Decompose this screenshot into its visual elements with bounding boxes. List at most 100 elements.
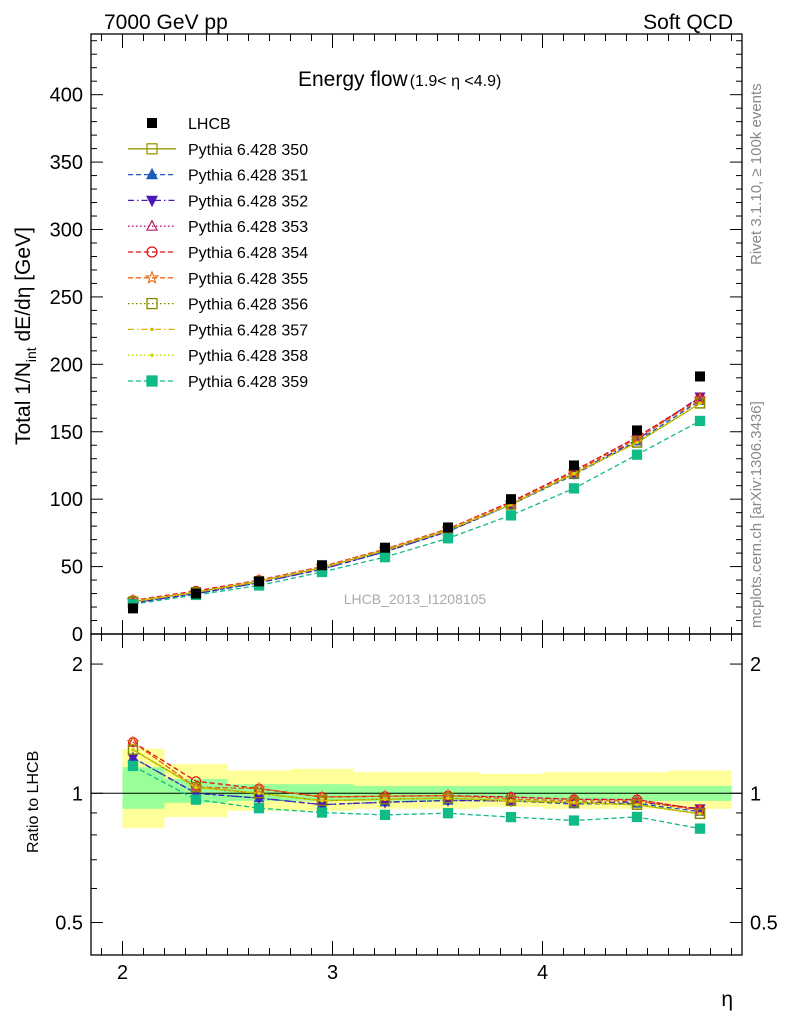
y-tick-label: 300 <box>50 220 83 242</box>
series-point <box>572 471 576 476</box>
ratio-point <box>572 800 576 805</box>
ratio-point <box>316 807 328 818</box>
ratio-point <box>253 803 265 814</box>
data-point <box>506 494 516 505</box>
legend-entry-1: Pythia 6.428 350 <box>128 142 308 159</box>
series-line <box>132 397 701 601</box>
legend-entry-3: Pythia 6.428 352 <box>128 193 308 210</box>
ratio-point <box>442 808 454 819</box>
ratio-point <box>127 760 139 772</box>
ratio-point <box>694 808 706 820</box>
data-series <box>128 371 705 614</box>
series-line <box>132 402 701 603</box>
y-tick-label: 50 <box>61 557 83 579</box>
legend-label: Pythia 6.428 352 <box>188 193 308 210</box>
legend-marker <box>144 270 160 284</box>
ratio-axis-label: Ratio to LHCB <box>25 751 42 853</box>
data-point <box>695 371 705 382</box>
series-7 <box>127 398 706 820</box>
ratio-point <box>631 799 643 810</box>
series-point <box>568 483 580 494</box>
legend-marker <box>146 246 158 258</box>
legend-label: Pythia 6.428 354 <box>188 245 308 262</box>
y-tick-label: 350 <box>50 152 83 174</box>
legend-data-label: LHCB <box>188 116 231 133</box>
legend-label: Pythia 6.428 350 <box>188 142 308 159</box>
series-point <box>631 449 643 460</box>
legend-data-marker <box>147 118 157 128</box>
series-point <box>442 533 454 544</box>
data-point <box>443 522 453 533</box>
ratio-point <box>446 796 450 800</box>
legend-label: Pythia 6.428 356 <box>188 297 308 314</box>
series-line <box>132 397 701 601</box>
x-axis-label: η <box>721 988 733 1011</box>
y-tick-label: 200 <box>50 354 83 376</box>
series-line <box>132 400 701 604</box>
data-point <box>317 560 327 571</box>
series-line <box>132 402 701 603</box>
series-9 <box>131 401 702 816</box>
y-axis-label: Total 1/Nint dE/dη [GeV] <box>12 227 39 445</box>
series-line <box>132 402 701 603</box>
data-point <box>191 588 201 599</box>
ratio-point <box>194 785 198 790</box>
legend-label: Pythia 6.428 358 <box>188 348 308 365</box>
legend-marker <box>146 219 158 231</box>
ratio-point <box>190 794 202 805</box>
series-point <box>631 437 643 448</box>
legend-label: Pythia 6.428 351 <box>188 168 308 185</box>
y-axis-label-main: Total 1/N <box>12 362 35 445</box>
ratio-tick-label: 0.5 <box>55 912 83 934</box>
legend-entry-7: Pythia 6.428 356 <box>128 297 308 314</box>
chart-title-main: Energy flow <box>298 68 409 91</box>
legend-marker <box>150 353 154 358</box>
header-energy-label: 7000 GeV pp <box>104 11 228 34</box>
y-tick-label: 150 <box>50 422 83 444</box>
legend-label: Pythia 6.428 355 <box>188 271 308 288</box>
y-axis-label-tail: dE/dη [GeV] <box>12 227 35 347</box>
ratio-y-axis: 0.5 0.5 1 1 2 2 <box>55 654 778 934</box>
rivet-version-label: Rivet 3.1.10, ≥ 100k events <box>748 83 765 265</box>
series-line <box>132 398 701 601</box>
legend-entry-2: Pythia 6.428 351 <box>128 168 308 185</box>
y-tick-label: 250 <box>50 287 83 309</box>
legend: LHCB Pythia 6.428 350 Pythia 6.428 351 Pyth… <box>128 116 308 391</box>
ratio-point <box>631 811 643 823</box>
series-point <box>379 551 391 563</box>
main-panel <box>91 371 742 834</box>
x-tick-label: 4 <box>537 962 548 984</box>
ratio-line <box>132 741 701 812</box>
series-line <box>132 402 701 603</box>
x-tick-label: 3 <box>327 962 338 984</box>
data-point <box>254 576 264 587</box>
chart-title: Energy flow (1.9< η <4.9) <box>298 68 501 91</box>
series-line <box>132 420 701 605</box>
ratio-point <box>568 815 580 826</box>
legend-entry-10: Pythia 6.428 359 <box>128 374 308 391</box>
legend-marker <box>146 375 158 387</box>
ratio-point <box>505 811 517 823</box>
legend-entry-6: Pythia 6.428 355 <box>128 270 308 288</box>
legend-entry-8: Pythia 6.428 357 <box>128 322 308 339</box>
ratio-point <box>694 823 706 834</box>
x-axis: 2 3 4 <box>101 34 732 984</box>
legend-label: Pythia 6.428 359 <box>188 374 308 391</box>
mcplots-label: mcplots.cern.ch [arXiv:1306.3436] <box>748 401 765 628</box>
ratio-line <box>132 741 701 811</box>
series-point <box>635 440 639 445</box>
ratio-tick-label-right: 1 <box>750 783 761 805</box>
ratio-line <box>132 749 701 815</box>
ratio-tick-label: 1 <box>72 783 83 805</box>
series-point <box>694 398 706 409</box>
ratio-line <box>132 765 701 830</box>
ratio-point <box>383 797 387 802</box>
data-point <box>380 542 390 553</box>
ratio-line <box>132 757 701 813</box>
ratio-point <box>379 809 391 821</box>
legend-entry-4: Pythia 6.428 353 <box>128 219 308 236</box>
legend-label: Pythia 6.428 357 <box>188 322 308 339</box>
legend-marker <box>146 297 158 310</box>
ratio-point <box>252 781 266 795</box>
y-axis-label-sub: int <box>23 347 39 362</box>
